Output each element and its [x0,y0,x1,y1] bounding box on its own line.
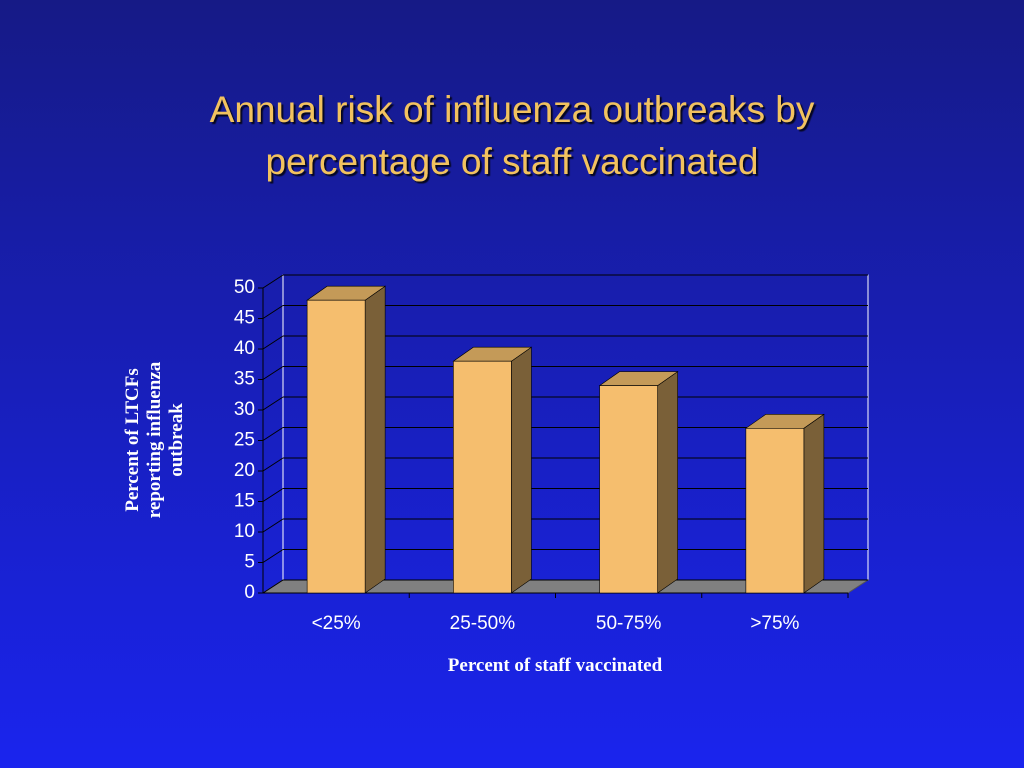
grid-line-side [262,427,284,441]
grid-line-side [262,335,284,350]
y-tick-label: 40 [234,338,255,359]
bar-side [511,346,532,594]
grid-line-side [262,579,284,594]
grid-line-side [262,549,284,563]
grid-line-side [262,518,284,533]
bar [453,360,512,594]
y-tick-label: 15 [234,491,255,512]
chart-title: percentage of staff vaccinated [266,141,759,182]
x-tick-label: >75% [750,613,799,634]
y-tick-label: 30 [234,399,255,420]
x-axis-title: Percent of staff vaccinated [448,655,663,676]
bar [745,427,805,594]
x-tick-label: <25% [312,613,361,634]
y-tick-label: 45 [234,308,255,329]
chart-title: Annual risk of influenza outbreaks by [210,89,815,130]
bar-side [364,285,386,594]
grid-line-side [262,488,284,502]
y-tick-label: 0 [244,582,255,603]
y-tick-label: 10 [234,521,255,542]
bar [599,385,658,594]
grid-line-side [262,396,284,411]
bar-side [803,413,825,594]
bar [306,299,366,594]
y-axis-title-line: reporting influenza [144,361,165,518]
grid-line-side [262,366,284,380]
y-axis-title: Percent of LTCFs reporting influenza out… [122,361,187,518]
y-axis-title-line: outbreak [166,403,187,477]
grid-line-side [262,457,284,472]
y-tick-label: 50 [234,277,255,298]
y-tick-label: 35 [234,369,255,390]
y-tick-label: 5 [244,552,255,573]
bar-side [657,371,678,594]
y-axis-title-line: Percent of LTCFs [122,368,143,512]
y-tick-label: 20 [234,460,255,481]
x-tick-label: 50-75% [596,613,662,634]
x-tick-label: 25-50% [450,613,516,634]
y-tick-label: 25 [234,430,255,451]
grid-line-side [262,305,284,319]
grid-line-side [262,274,284,289]
